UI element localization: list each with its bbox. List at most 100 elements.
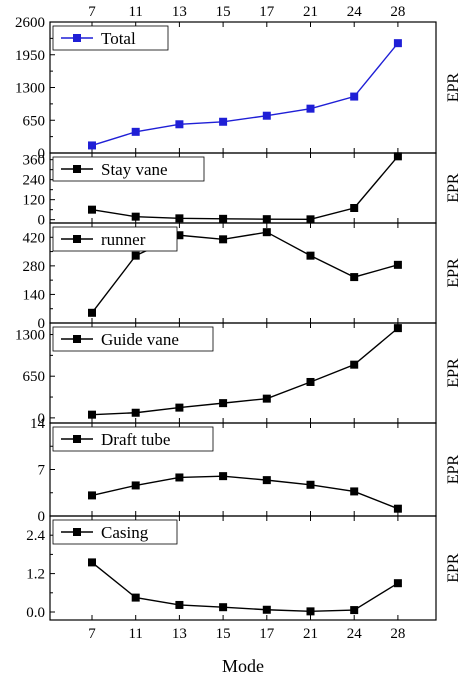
data-point-marker <box>350 92 359 101</box>
data-point-marker <box>88 410 96 419</box>
legend-label: Guide vane <box>101 330 179 349</box>
y-tick-label: 0 <box>38 316 46 332</box>
data-point-marker <box>350 204 359 212</box>
data-point-marker <box>88 205 96 214</box>
y-tick-label: 280 <box>23 259 46 275</box>
x-tick-label: 13 <box>172 626 187 642</box>
data-point-marker <box>393 324 402 333</box>
y-axis-title: EPR <box>445 173 462 203</box>
top-axis-tick-label: 15 <box>216 4 231 20</box>
data-point-marker <box>131 212 140 221</box>
data-point-marker <box>131 481 140 490</box>
data-point-marker <box>306 480 315 489</box>
y-tick-label: 1300 <box>15 328 45 344</box>
data-point-marker <box>88 141 96 150</box>
data-point-marker <box>131 593 140 602</box>
legend-label: Casing <box>101 523 149 542</box>
y-tick-label: 420 <box>23 230 46 246</box>
data-point-marker <box>175 120 184 129</box>
y-axis-title: EPR <box>445 73 462 103</box>
legend-label: Stay vane <box>101 160 168 179</box>
y-tick-label: 0.0 <box>26 605 45 621</box>
data-point-marker <box>350 360 359 369</box>
y-tick-label: 1950 <box>15 48 45 64</box>
top-axis-tick-label: 13 <box>172 4 187 20</box>
y-tick-label: 0 <box>38 146 46 162</box>
x-tick-label: 17 <box>259 626 275 642</box>
data-point-marker <box>262 111 271 120</box>
data-point-marker <box>88 558 96 567</box>
data-point-marker <box>175 600 184 609</box>
top-axis-tick-label: 17 <box>259 4 275 20</box>
y-tick-label: 1.2 <box>26 567 45 583</box>
data-point-marker <box>262 394 271 403</box>
data-point-marker <box>350 487 359 496</box>
series-line <box>91 561 399 613</box>
legend-marker <box>73 528 81 536</box>
data-point-marker <box>393 579 402 588</box>
top-axis-tick-label: 7 <box>88 4 96 20</box>
data-point-marker <box>131 127 140 136</box>
y-tick-label: 650 <box>23 113 46 129</box>
x-tick-label: 7 <box>88 626 96 642</box>
y-tick-label: 1300 <box>15 81 45 97</box>
y-axis-title: EPR <box>445 455 462 485</box>
data-point-marker <box>131 251 140 260</box>
data-point-marker <box>262 476 271 485</box>
x-tick-label: 24 <box>347 626 363 642</box>
data-point-marker <box>262 215 271 224</box>
y-tick-label: 14 <box>30 416 46 432</box>
data-point-marker <box>88 308 96 317</box>
y-tick-label: 360 <box>23 153 46 169</box>
series-line <box>91 475 399 510</box>
legend-marker <box>73 435 81 443</box>
panel-frame <box>49 515 437 621</box>
data-point-marker <box>393 152 402 161</box>
y-axis-title: EPR <box>445 553 462 583</box>
data-point-marker <box>219 472 228 481</box>
data-point-marker <box>175 214 184 223</box>
data-point-marker <box>393 504 402 513</box>
data-point-marker <box>350 606 359 615</box>
data-point-marker <box>175 403 184 412</box>
x-tick-label: 15 <box>216 626 231 642</box>
legend-label: Total <box>101 29 136 48</box>
y-axis-title: EPR <box>445 258 462 288</box>
data-point-marker <box>306 215 315 224</box>
y-axis-title: EPR <box>445 358 462 388</box>
x-tick-label: 21 <box>303 626 318 642</box>
data-point-marker <box>262 228 271 237</box>
legend-label: runner <box>101 230 146 249</box>
y-tick-label: 0 <box>38 509 46 525</box>
series-line <box>91 42 399 147</box>
data-point-marker <box>219 214 228 223</box>
top-axis-tick-label: 28 <box>390 4 405 20</box>
series-line <box>91 327 399 416</box>
data-point-marker <box>306 377 315 386</box>
data-point-marker <box>219 603 228 612</box>
data-point-marker <box>219 399 228 408</box>
data-point-marker <box>175 231 184 240</box>
series-line <box>91 231 399 314</box>
data-point-marker <box>219 235 228 244</box>
y-tick-label: 120 <box>23 193 46 209</box>
y-tick-label: 140 <box>23 287 46 303</box>
data-point-marker <box>350 273 359 282</box>
top-axis-tick-label: 11 <box>128 4 142 20</box>
data-point-marker <box>175 473 184 482</box>
legend-marker <box>73 34 81 42</box>
legend-marker <box>73 165 81 173</box>
legend-marker <box>73 335 81 343</box>
y-tick-label: 2.4 <box>26 528 45 544</box>
data-point-marker <box>131 408 140 417</box>
data-point-marker <box>306 104 315 113</box>
data-point-marker <box>219 117 228 126</box>
legend-marker <box>73 235 81 243</box>
legend-label: Draft tube <box>101 430 170 449</box>
x-tick-label: 28 <box>390 626 405 642</box>
top-axis-tick-label: 24 <box>347 4 363 20</box>
x-tick-label: 11 <box>128 626 142 642</box>
y-tick-label: 7 <box>38 463 46 479</box>
